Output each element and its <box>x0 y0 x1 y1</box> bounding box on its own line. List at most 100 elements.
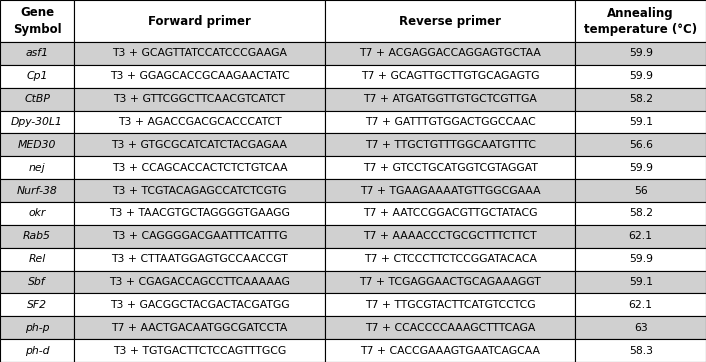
Text: okr: okr <box>28 209 46 218</box>
Text: 58.3: 58.3 <box>629 346 652 355</box>
Bar <box>74 248 325 270</box>
Bar <box>0 134 74 156</box>
Bar <box>575 316 706 339</box>
Text: 58.2: 58.2 <box>629 209 652 218</box>
Text: T7 + CACCGAAAGTGAATCAGCAA: T7 + CACCGAAAGTGAATCAGCAA <box>360 346 540 355</box>
Bar <box>325 202 575 225</box>
Bar <box>575 110 706 134</box>
Text: asf1: asf1 <box>25 49 49 58</box>
Text: T3 + GACGGCTACGACTACGATGG: T3 + GACGGCTACGACTACGATGG <box>109 300 289 310</box>
Text: Annealing
temperature (°C): Annealing temperature (°C) <box>584 7 698 35</box>
Bar <box>575 65 706 88</box>
Text: Sbf: Sbf <box>28 277 46 287</box>
Bar <box>74 42 325 65</box>
Bar <box>575 294 706 316</box>
Bar <box>74 134 325 156</box>
Bar <box>325 42 575 65</box>
Text: 56: 56 <box>634 186 647 195</box>
Text: Cp1: Cp1 <box>26 71 48 81</box>
Bar <box>74 316 325 339</box>
Bar <box>0 294 74 316</box>
Bar <box>0 248 74 270</box>
Bar <box>575 225 706 248</box>
Text: CtBP: CtBP <box>24 94 50 104</box>
Text: T3 + TAACGTGCTAGGGGTGAAGG: T3 + TAACGTGCTAGGGGTGAAGG <box>109 209 290 218</box>
Bar <box>575 248 706 270</box>
Text: ph-p: ph-p <box>25 323 49 333</box>
Bar <box>325 248 575 270</box>
Bar <box>74 0 325 42</box>
Bar <box>74 294 325 316</box>
Text: T7 + CTCCCTTCTCCGGATACACA: T7 + CTCCCTTCTCCGGATACACA <box>364 254 537 264</box>
Text: MED30: MED30 <box>18 140 56 150</box>
Text: 59.9: 59.9 <box>629 49 652 58</box>
Bar <box>325 65 575 88</box>
Bar <box>325 134 575 156</box>
Text: T7 + GTCCTGCATGGTCGTAGGAT: T7 + GTCCTGCATGGTCGTAGGAT <box>363 163 537 173</box>
Bar <box>74 202 325 225</box>
Text: SF2: SF2 <box>27 300 47 310</box>
Bar <box>575 134 706 156</box>
Text: T3 + AGACCGACGCACCCATCT: T3 + AGACCGACGCACCCATCT <box>118 117 281 127</box>
Bar <box>74 339 325 362</box>
Bar <box>74 270 325 294</box>
Bar <box>74 225 325 248</box>
Text: T7 + TTGCGTACTTCATGTCCTCG: T7 + TTGCGTACTTCATGTCCTCG <box>365 300 535 310</box>
Bar <box>575 270 706 294</box>
Bar <box>0 65 74 88</box>
Text: T7 + GCAGTTGCTTGTGCAGAGTG: T7 + GCAGTTGCTTGTGCAGAGTG <box>361 71 539 81</box>
Text: Gene
Symbol: Gene Symbol <box>13 7 61 35</box>
Text: nej: nej <box>29 163 45 173</box>
Bar <box>325 110 575 134</box>
Text: 58.2: 58.2 <box>629 94 652 104</box>
Bar <box>0 42 74 65</box>
Text: 62.1: 62.1 <box>629 231 652 241</box>
Text: Rab5: Rab5 <box>23 231 51 241</box>
Text: Dpy-30L1: Dpy-30L1 <box>11 117 63 127</box>
Text: T3 + CGAGACCAGCCTTCAAAAAG: T3 + CGAGACCAGCCTTCAAAAAG <box>109 277 290 287</box>
Bar <box>325 339 575 362</box>
Text: Nurf-38: Nurf-38 <box>17 186 57 195</box>
Text: Reverse primer: Reverse primer <box>399 14 501 28</box>
Bar <box>325 88 575 110</box>
Bar <box>74 110 325 134</box>
Bar <box>74 156 325 179</box>
Bar <box>575 339 706 362</box>
Text: T3 + CTTAATGGAGTGCCAACCGT: T3 + CTTAATGGAGTGCCAACCGT <box>111 254 288 264</box>
Text: T3 + TGTGACTTCTCCAGTTTGCG: T3 + TGTGACTTCTCCAGTTTGCG <box>113 346 286 355</box>
Bar <box>325 225 575 248</box>
Bar <box>325 294 575 316</box>
Bar <box>0 0 74 42</box>
Text: T7 + TCGAGGAACTGCAGAAAGGT: T7 + TCGAGGAACTGCAGAAAGGT <box>359 277 541 287</box>
Bar <box>325 179 575 202</box>
Bar <box>0 316 74 339</box>
Text: 59.1: 59.1 <box>629 117 652 127</box>
Bar <box>0 225 74 248</box>
Bar <box>575 179 706 202</box>
Text: T3 + TCGTACAGAGCCATCTCGTG: T3 + TCGTACAGAGCCATCTCGTG <box>112 186 287 195</box>
Bar <box>0 110 74 134</box>
Bar <box>0 339 74 362</box>
Text: T3 + CCAGCACCACTCTCTGTCAA: T3 + CCAGCACCACTCTCTGTCAA <box>112 163 287 173</box>
Bar <box>74 179 325 202</box>
Text: 63: 63 <box>634 323 647 333</box>
Bar <box>575 42 706 65</box>
Bar <box>0 202 74 225</box>
Bar <box>575 156 706 179</box>
Bar <box>74 65 325 88</box>
Bar <box>575 202 706 225</box>
Bar <box>325 0 575 42</box>
Text: 62.1: 62.1 <box>629 300 652 310</box>
Text: ph-d: ph-d <box>25 346 49 355</box>
Text: T3 + GTTCGGCTTCAACGTCATCT: T3 + GTTCGGCTTCAACGTCATCT <box>114 94 285 104</box>
Text: T7 + CCACCCCAAAGCTTTCAGA: T7 + CCACCCCAAAGCTTTCAGA <box>365 323 535 333</box>
Text: 59.9: 59.9 <box>629 71 652 81</box>
Text: 56.6: 56.6 <box>629 140 652 150</box>
Text: 59.9: 59.9 <box>629 254 652 264</box>
Bar <box>325 316 575 339</box>
Text: Forward primer: Forward primer <box>148 14 251 28</box>
Text: T3 + GCAGTTATCCATCCCGAAGA: T3 + GCAGTTATCCATCCCGAAGA <box>112 49 287 58</box>
Bar <box>0 88 74 110</box>
Text: Rel: Rel <box>28 254 46 264</box>
Text: T7 + TGAAGAAAATGTTGGCGAAA: T7 + TGAAGAAAATGTTGGCGAAA <box>360 186 540 195</box>
